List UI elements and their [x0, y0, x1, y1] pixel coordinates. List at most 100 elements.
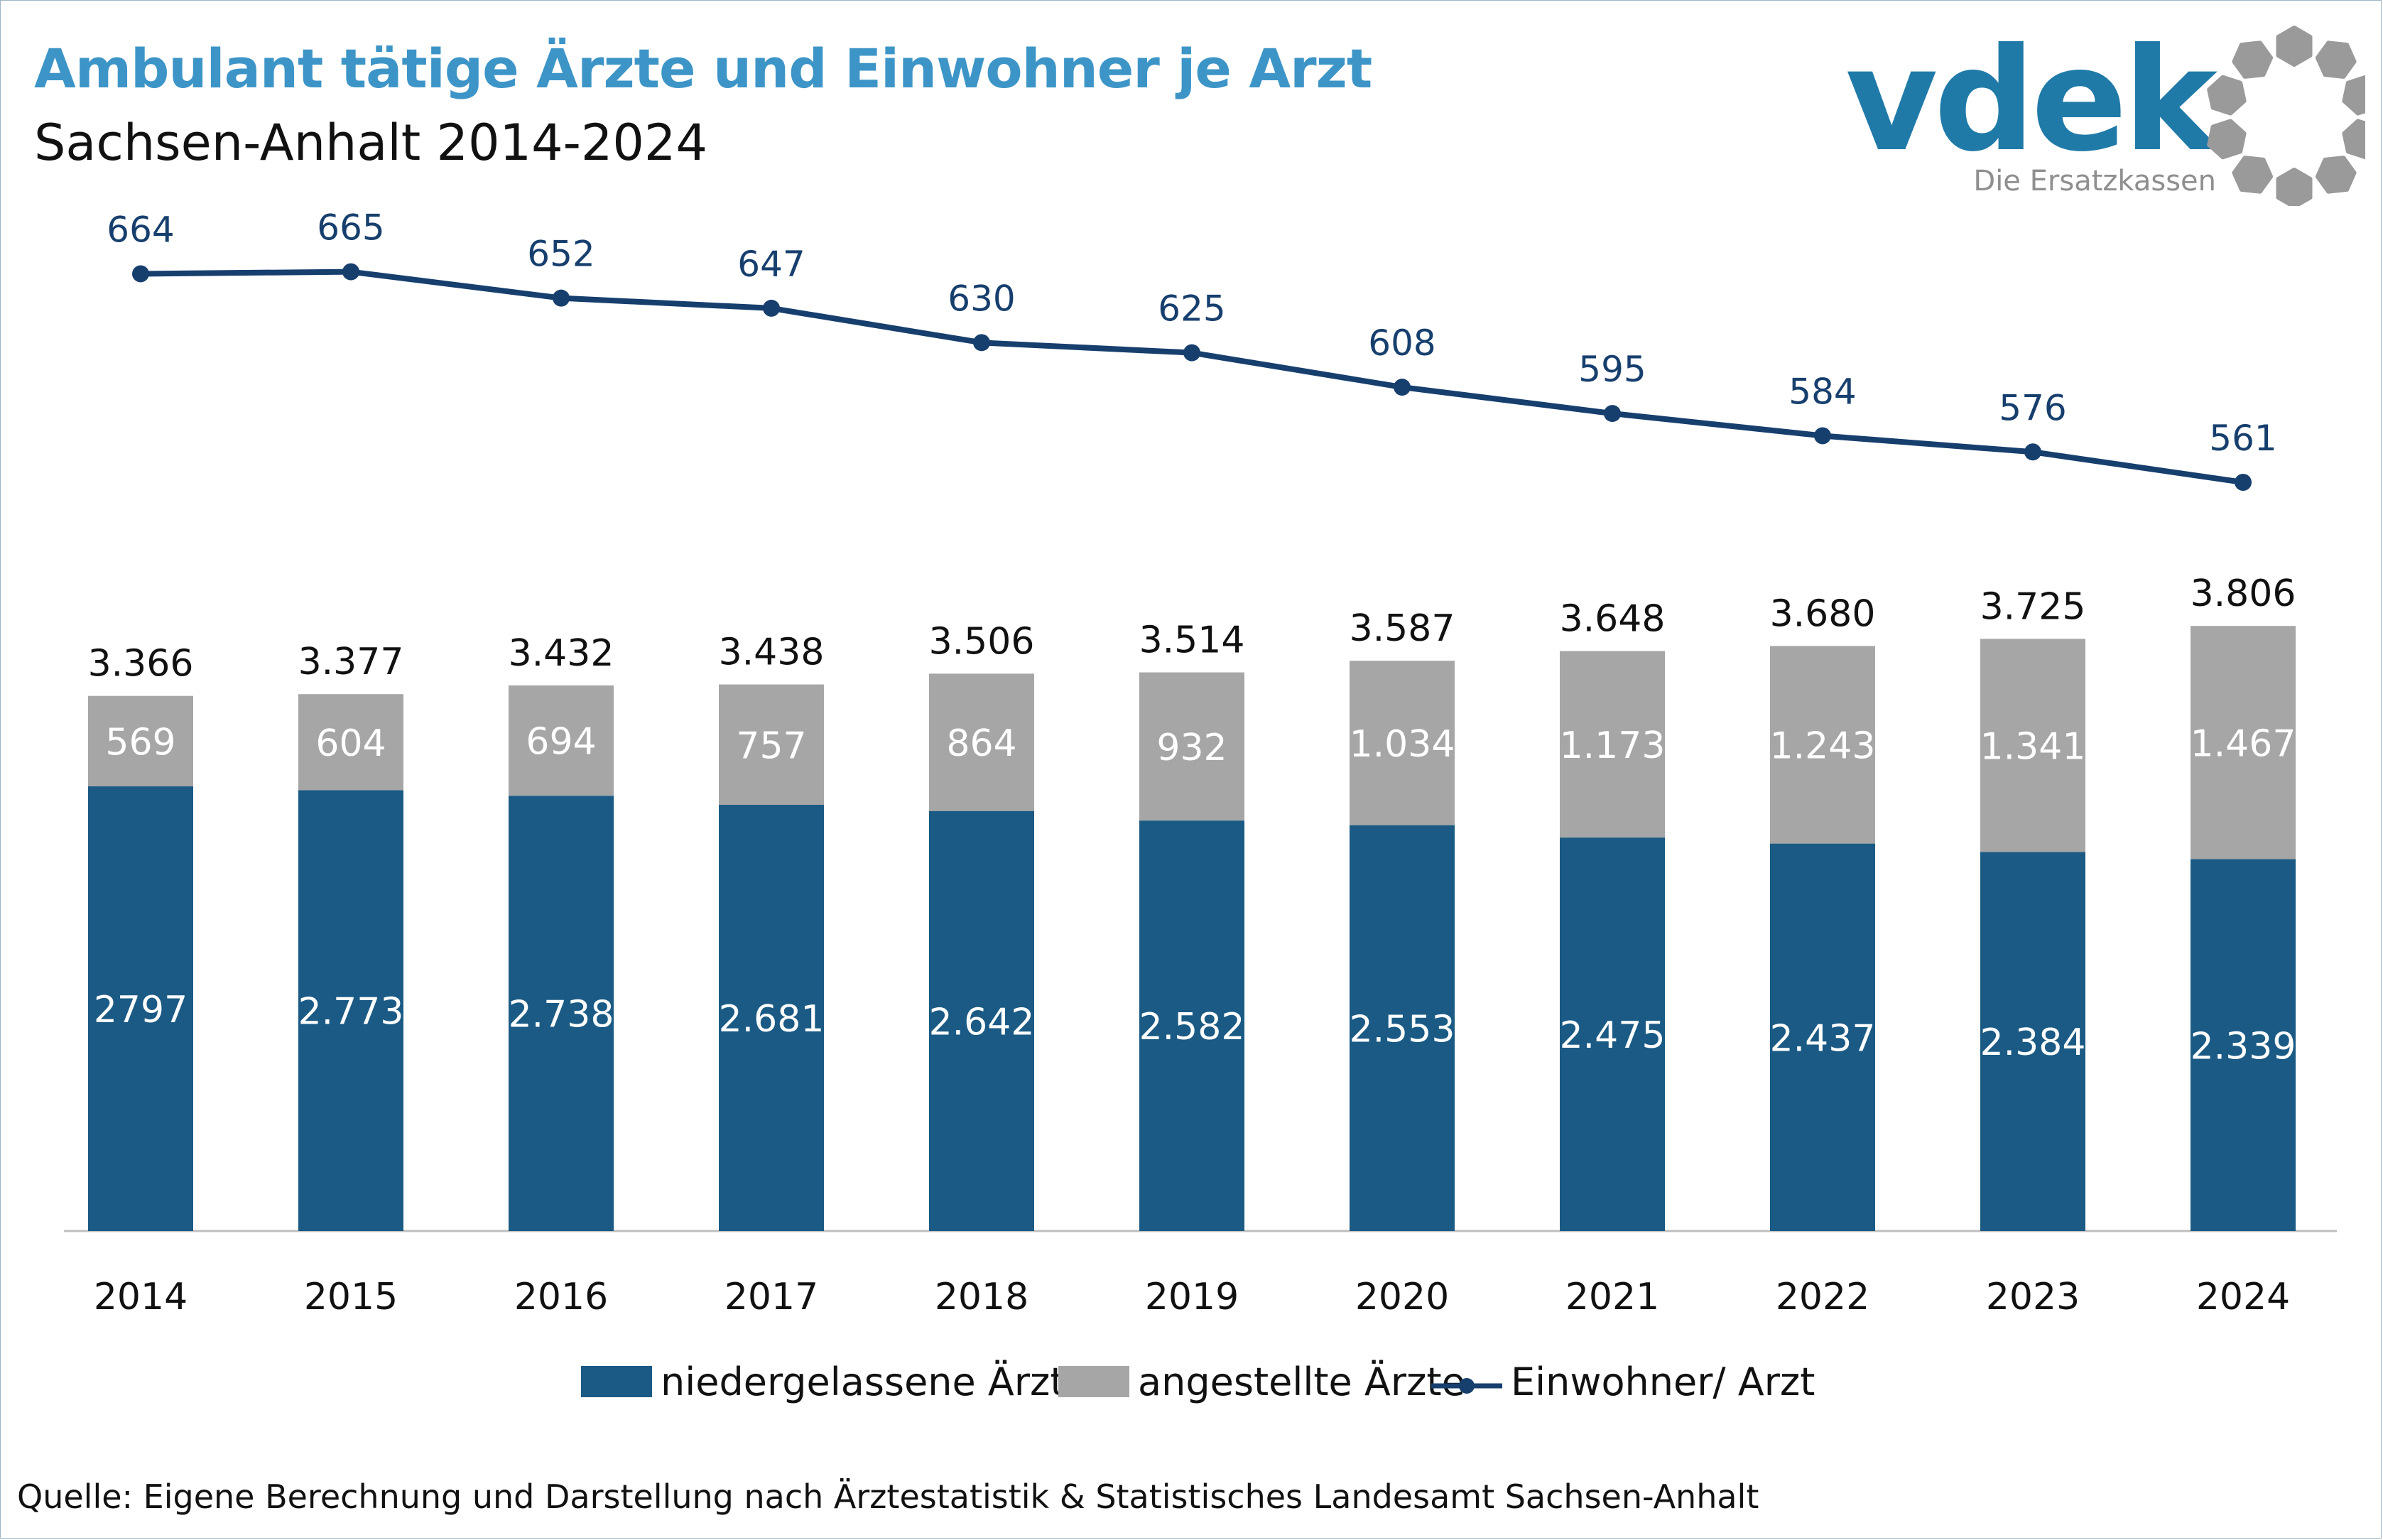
total-label-2023: 3.725	[1980, 585, 2086, 628]
einwohner-point-2019	[1183, 344, 1200, 362]
bar-niedergelassene-2017	[719, 804, 824, 1231]
label-niedergelassene-2021: 2.475	[1560, 1014, 1666, 1057]
bar-niedergelassene-2018	[929, 810, 1034, 1231]
label-angestellte-2015: 604	[315, 722, 386, 765]
einwohner-point-2016	[553, 289, 570, 307]
logo-ring-segment	[2232, 40, 2274, 79]
x-tick-labels: 2014 2015 2016 2017 2018 2019 2020 2021 2022 2023…	[94, 1276, 2290, 1318]
bar-niedergelassene-2019	[1139, 820, 1244, 1231]
einwohner-label-2023: 576	[1999, 387, 2066, 428]
x-tick-2018: 2018	[935, 1276, 1028, 1318]
einwohner-label-2024: 561	[2209, 418, 2276, 459]
legend-swatch-einwohner	[1431, 1366, 1502, 1397]
label-niedergelassene-2019: 2.582	[1139, 1006, 1245, 1048]
total-labels: 3.366 3.377 3.432 3.438 3.506 3.514 3.587 3.648…	[88, 573, 2296, 685]
bar-angestellte-2023	[1980, 639, 2085, 852]
einwohner-label-2014: 664	[107, 209, 174, 250]
series-einwohner-line: 664 665 652 647 630 625 608 595 584 576 561	[107, 207, 2277, 491]
label-niedergelassene-2020: 2.553	[1350, 1008, 1455, 1051]
legend-item-angestellte: angestellte Ärzte	[1058, 1353, 1465, 1410]
x-tick-2022: 2022	[1776, 1276, 1869, 1318]
logo-ring-segment	[2315, 156, 2357, 194]
label-niedergelassene-2022: 2.437	[1770, 1017, 1876, 1060]
legend-label-niedergelassene: niedergelassene Ärzte	[661, 1359, 1089, 1404]
x-tick-2017: 2017	[724, 1276, 818, 1318]
einwohner-point-2020	[1394, 379, 1411, 396]
bar-angestellte-2017	[719, 684, 824, 805]
chart: 2797 569 2.773 604 2.738 694 2.681 757 2.642 864 2…	[64, 207, 2337, 1318]
legend-item-einwohner: Einwohner/ Arzt	[1431, 1353, 1815, 1410]
einwohner-label-2016: 652	[527, 234, 595, 275]
total-label-2016: 3.432	[509, 632, 614, 675]
bar-niedergelassene-2022	[1770, 843, 1875, 1231]
label-angestellte-2019: 932	[1156, 727, 1227, 769]
logo-ring-segment	[2207, 75, 2247, 116]
einwohner-point-2018	[973, 334, 990, 352]
bar-niedergelassene-2020	[1350, 825, 1455, 1231]
logo-ring-segment	[2232, 156, 2274, 194]
label-niedergelassene-2023: 2.384	[1980, 1021, 2086, 1064]
bar-angestellte-2014	[88, 695, 193, 787]
vdek-logo: vdek Die Ersatzkassen	[1845, 18, 2365, 206]
label-niedergelassene-2016: 2.738	[509, 994, 614, 1036]
einwohner-point-2023	[2024, 443, 2041, 461]
einwohner-label-2020: 608	[1368, 322, 1435, 364]
x-tick-2014: 2014	[94, 1276, 188, 1318]
bar-angestellte-2020	[1350, 661, 1455, 825]
total-label-2020: 3.587	[1350, 607, 1455, 650]
bar-angestellte-2022	[1770, 646, 1875, 844]
bar-niedergelassene-2024	[2191, 859, 2296, 1231]
total-label-2014: 3.366	[88, 643, 194, 685]
bar-niedergelassene-2015	[298, 790, 403, 1231]
label-angestellte-2017: 757	[736, 725, 806, 767]
logo-ring-segment	[2342, 75, 2365, 116]
legend-label-einwohner: Einwohner/ Arzt	[1511, 1359, 1815, 1404]
bar-angestellte-2016	[509, 685, 614, 796]
label-angestellte-2022: 1.243	[1770, 725, 1876, 768]
label-angestellte-2014: 569	[105, 721, 175, 764]
legend-swatch-angestellte	[1058, 1366, 1129, 1397]
logo-tagline: Die Ersatzkassen	[1973, 165, 2216, 197]
bar-niedergelassene-2014	[88, 786, 193, 1231]
einwohner-point-2022	[1814, 427, 1831, 445]
x-tick-2023: 2023	[1986, 1276, 2080, 1318]
logo-ring-segment	[2315, 40, 2357, 79]
label-angestellte-2021: 1.173	[1560, 725, 1666, 767]
logo-wordmark: vdek	[1845, 18, 2220, 183]
einwohner-label-2015: 665	[317, 207, 384, 249]
logo-ring-segment	[2207, 119, 2247, 160]
chart-subtitle: Sachsen-Anhalt 2014-2024	[34, 114, 708, 172]
einwohner-label-2018: 630	[948, 278, 1015, 319]
x-tick-2021: 2021	[1565, 1276, 1659, 1318]
einwohner-label-2021: 595	[1578, 349, 1646, 390]
einwohner-point-2024	[2235, 474, 2252, 491]
bar-angestellte-2015	[298, 694, 403, 791]
bar-niedergelassene-2023	[1980, 852, 2085, 1231]
logo-ring-segment	[2276, 168, 2313, 206]
einwohner-point-2021	[1604, 405, 1621, 423]
einwohner-point-2017	[763, 299, 780, 317]
x-tick-2020: 2020	[1355, 1276, 1449, 1318]
einwohner-label-2017: 647	[737, 244, 805, 285]
chart-title: Ambulant tätige Ärzte und Einwohner je A…	[34, 37, 1372, 100]
label-niedergelassene-2024: 2.339	[2191, 1025, 2296, 1068]
einwohner-label-2022: 584	[1788, 371, 1856, 412]
label-niedergelassene-2017: 2.681	[719, 998, 825, 1041]
total-label-2018: 3.506	[929, 620, 1035, 663]
einwohner-point-2015	[342, 263, 359, 281]
einwohner-label-2019: 625	[1158, 288, 1225, 330]
total-label-2024: 3.806	[2191, 573, 2296, 615]
einwohner-point-2014	[132, 265, 149, 283]
bar-niedergelassene-2016	[509, 796, 614, 1231]
x-tick-2024: 2024	[2196, 1276, 2290, 1318]
x-tick-2019: 2019	[1145, 1276, 1239, 1318]
bar-angestellte-2024	[2191, 626, 2296, 860]
total-label-2019: 3.514	[1139, 619, 1245, 662]
legend-label-angestellte: angestellte Ärzte	[1138, 1359, 1465, 1404]
x-tick-2016: 2016	[514, 1276, 608, 1318]
label-angestellte-2018: 864	[946, 722, 1016, 765]
label-angestellte-2016: 694	[526, 721, 596, 764]
x-tick-2015: 2015	[304, 1276, 398, 1318]
bar-angestellte-2019	[1139, 672, 1244, 821]
label-angestellte-2024: 1.467	[2191, 722, 2296, 765]
